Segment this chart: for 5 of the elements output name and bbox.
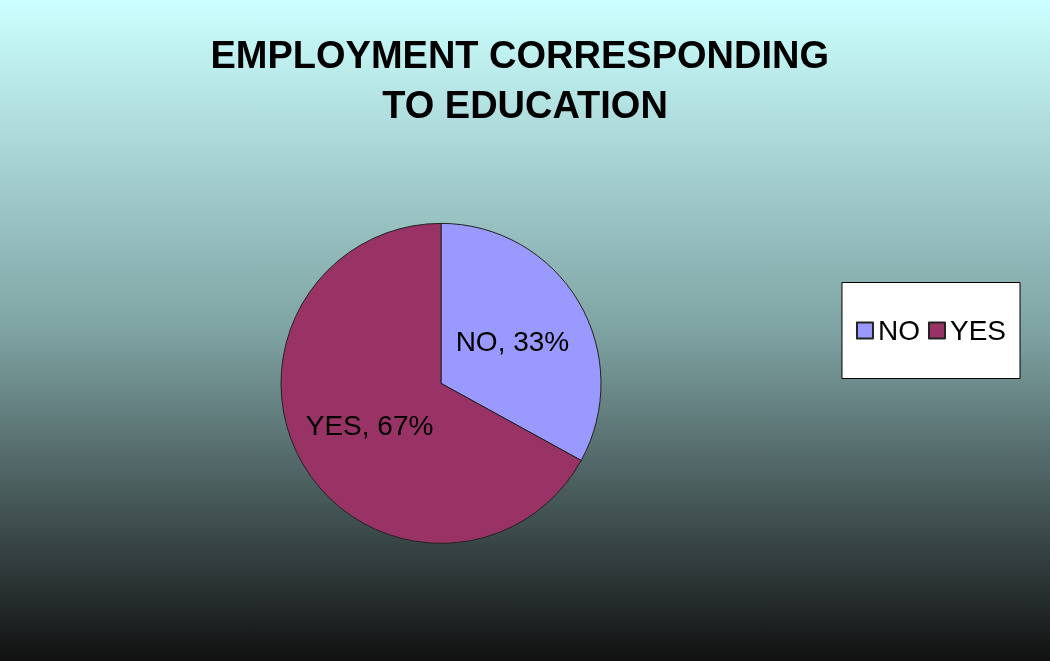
chart-title: EMPLOYMENT CORRESPONDING TO EDUCATION xyxy=(210,34,840,126)
data-label: YES, 67% xyxy=(305,410,434,442)
legend-label: YES xyxy=(949,315,1006,346)
data-label: NO, 33% xyxy=(455,325,570,357)
legend-label: NO xyxy=(877,315,920,346)
